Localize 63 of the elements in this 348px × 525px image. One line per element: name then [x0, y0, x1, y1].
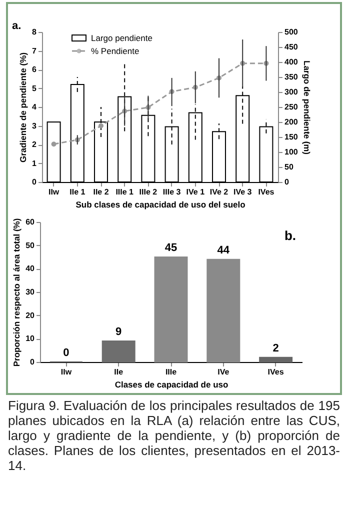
y2-tick-label: 500: [284, 28, 298, 36]
y-tick-label: 6: [32, 65, 38, 74]
y-tick-label: 50: [26, 240, 36, 250]
x-tick-label: IVe: [218, 368, 230, 376]
y-tick-label: 8: [32, 28, 38, 36]
data-label: 2: [272, 342, 279, 354]
y-tick-label: 5: [32, 84, 38, 93]
y-tick-label: 1: [32, 158, 38, 168]
x-tick-label: IVe 1: [186, 188, 206, 196]
y2-tick-label: 100: [284, 148, 298, 156]
x-tick-label: IIw: [60, 368, 72, 376]
bar: [154, 256, 188, 362]
data-label: 9: [116, 326, 122, 338]
y-tick-label: 30: [26, 288, 36, 296]
y2-tick-label: 350: [284, 72, 298, 82]
data-label: 0: [63, 347, 70, 359]
text: a.: [12, 20, 22, 32]
y2-tick-label: 200: [284, 118, 298, 126]
x-tick-label: IVes: [268, 368, 284, 376]
y2-tick-label: 0: [284, 178, 290, 186]
x-tick-label: IIe 1: [70, 188, 86, 196]
x-tick-label: IIe: [114, 368, 124, 376]
x-tick-label: IVes: [258, 188, 275, 196]
text: Figura 9. Evaluación de los principales resultados de 195 planes ubicados en la RLA (a) relación entre las CUS, largo y gradiente de la pendiente, y (b) proporción de clases. Planes de los clientes, presentados en el 2013-14.: [8, 398, 340, 473]
point: [98, 123, 104, 128]
bar: [259, 356, 293, 362]
x-tick-label: IIIe 1: [116, 188, 134, 196]
y-axis-title: Proporción respecto al área total (%): [12, 218, 22, 367]
x-axis-title: Sub clases de capacidad de uso del suelo: [76, 200, 246, 210]
y2-axis-title: Largo de pendiente (m): [302, 60, 312, 155]
y-axis-title: Gradiente de pendiente (%): [18, 52, 28, 163]
x-axis-title: Clases de capacidad de uso: [114, 380, 228, 390]
y-tick-label: 4: [32, 102, 38, 112]
x-tick-label: IIe 2: [93, 188, 110, 196]
y-tick-label: 40: [26, 264, 36, 274]
y-tick-label: 3: [32, 121, 38, 130]
y-tick-label: 20: [26, 310, 36, 320]
bar: [206, 258, 240, 362]
annotation: b.: [284, 228, 296, 243]
bar: [102, 340, 136, 362]
y-tick-label: 7: [32, 46, 38, 56]
y-tick-label: 10: [26, 334, 36, 344]
legend-label: % Pendiente: [91, 46, 140, 56]
y2-tick-label: 450: [284, 42, 298, 52]
x-tick-label: IVe 3: [233, 188, 252, 196]
y2-tick-label: 300: [284, 88, 298, 96]
data-label: 44: [217, 244, 230, 256]
x-tick-label: IIIe: [165, 368, 178, 376]
y2-tick-label: 400: [284, 58, 298, 66]
x-tick-label: IIIe 2: [139, 188, 158, 196]
y-tick-label: 2: [32, 140, 38, 149]
legend-label: Largo pendiente: [91, 33, 153, 43]
y2-tick-label: 150: [284, 132, 298, 142]
x-tick-label: IVe 2: [210, 188, 229, 196]
y2-tick-label: 250: [284, 102, 298, 112]
y-tick-label: 60: [26, 218, 36, 226]
x-tick-label: IIw: [48, 188, 60, 196]
y2-tick-label: 50: [284, 162, 294, 172]
data-label: 45: [164, 242, 178, 254]
y-tick-label: 0: [32, 178, 38, 186]
x-tick-label: IIIe 3: [162, 188, 182, 196]
point: [51, 142, 56, 147]
y-tick-label: 0: [30, 358, 36, 366]
